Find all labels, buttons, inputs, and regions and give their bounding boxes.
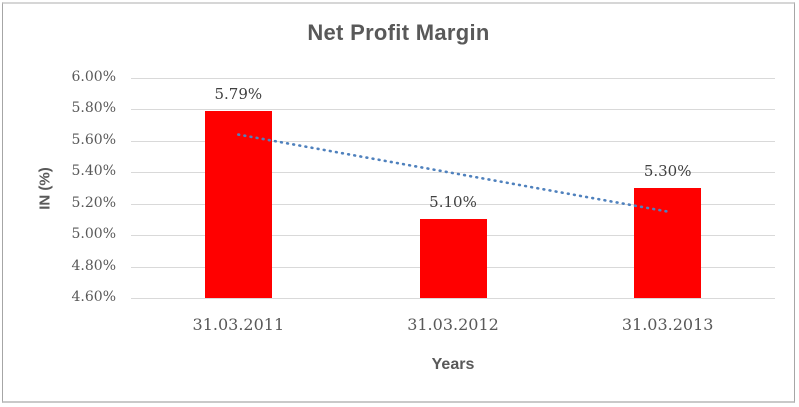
gridline bbox=[131, 78, 775, 79]
bar-31.03.2011 bbox=[204, 111, 272, 298]
bar-data-label: 5.79% bbox=[214, 85, 263, 103]
bar-data-label: 5.10% bbox=[429, 193, 477, 212]
x-axis-tick-label: 31.03.2013 bbox=[621, 315, 714, 334]
bar-data-label: 5.30% bbox=[643, 162, 692, 180]
y-axis-tick-label: 5.20% bbox=[71, 194, 116, 211]
chart-title: Net Profit Margin bbox=[307, 20, 490, 45]
gridline bbox=[131, 140, 775, 142]
y-axis-tick-label: 5.80% bbox=[71, 100, 116, 117]
x-axis-tick-label: 31.03.2012 bbox=[407, 315, 499, 334]
y-axis-tick-label: 5.40% bbox=[71, 163, 116, 180]
chart-frame: Net Profit Margin IN (%) 6.00% 5.80% 5.60%… bbox=[2, 2, 795, 403]
bar-31.03.2013 bbox=[634, 188, 702, 298]
trendline-path bbox=[237, 133, 669, 213]
x-axis-tick-label: 31.03.2011 bbox=[192, 315, 285, 334]
y-axis-tick-label: 4.60% bbox=[71, 289, 116, 305]
plot-area bbox=[131, 78, 775, 299]
x-axis-title: Years bbox=[431, 356, 475, 373]
gridline bbox=[131, 298, 775, 299]
gridline bbox=[131, 109, 775, 111]
trendline bbox=[237, 133, 669, 213]
y-axis-tick-label: 4.80% bbox=[71, 257, 116, 274]
gridline bbox=[131, 203, 775, 205]
y-axis-tick-label: 6.00% bbox=[71, 69, 116, 85]
y-axis-tick-label: 5.60% bbox=[71, 131, 116, 148]
y-axis-tick-label: 5.00% bbox=[71, 226, 116, 243]
bar-31.03.2012 bbox=[419, 219, 487, 298]
